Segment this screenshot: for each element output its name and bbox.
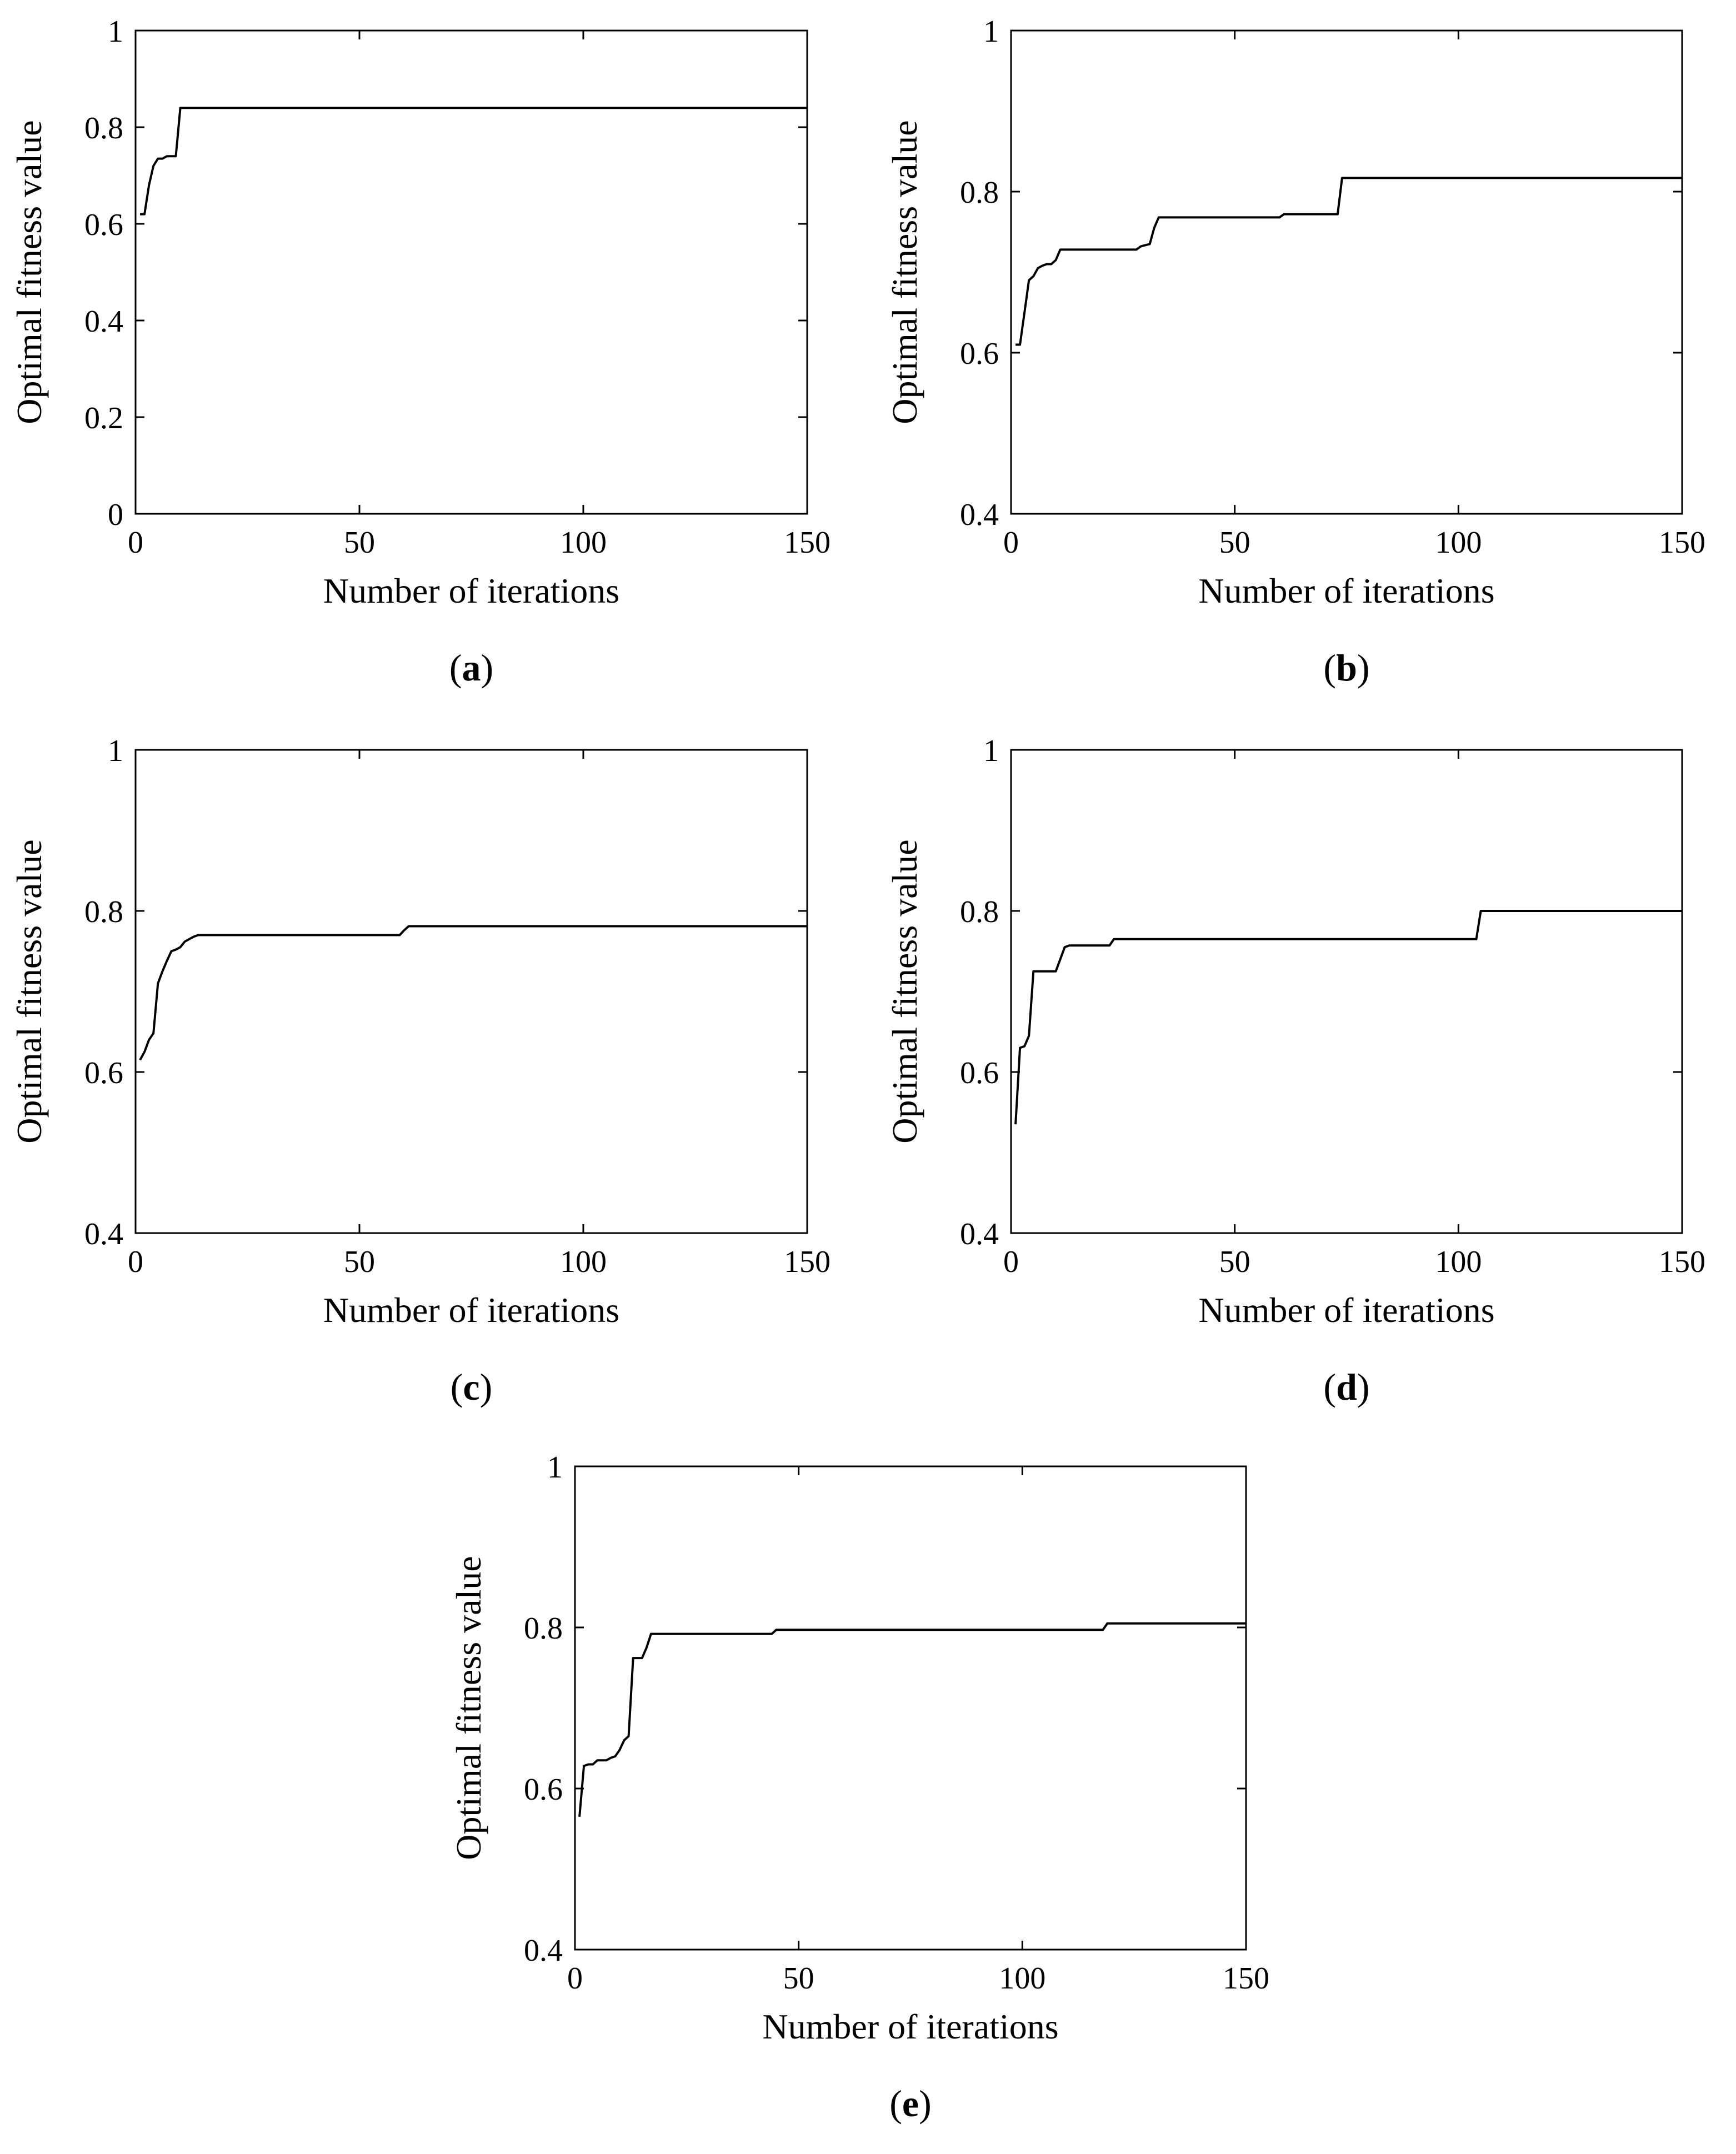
x-tick-label: 100 [560, 525, 607, 560]
chart-panel-a: 0 50 100 150 0 0.2 0.4 0.6 0.8 1 Number of iterati… [9, 14, 831, 689]
x-axis-label: Number of iterations [323, 571, 619, 610]
x-tick-label: 100 [560, 1245, 607, 1279]
panel-label: (d) [1323, 1366, 1369, 1408]
panel-label-open-paren: ( [451, 1366, 463, 1408]
plot-area-frame [134, 29, 808, 515]
plot-area-frame [574, 1465, 1247, 1951]
chart-panel-e: 0 50 100 150 0.4 0.6 0.8 1 Number of iterations O… [449, 1450, 1269, 2125]
y-tick-label: 0.4 [960, 498, 999, 532]
y-tick-label: 1 [547, 1450, 563, 1485]
y-tick-label: 0.8 [84, 111, 123, 146]
x-tick-label: 50 [1219, 525, 1250, 560]
x-tick-label: 150 [1659, 525, 1705, 560]
y-tick-label: 1 [983, 14, 999, 49]
x-axis-label: Number of iterations [762, 2007, 1058, 2046]
y-tick-label: 0.8 [84, 895, 123, 929]
panel-label-close-paren: ) [1357, 1366, 1370, 1408]
y-axis-label: Optimal fitness value [885, 839, 924, 1143]
panel-label-open-paren: ( [889, 2082, 902, 2125]
chart-panel-b: 0 50 100 150 0.4 0.6 0.8 1 Number of iterations O… [885, 14, 1705, 689]
x-tick-label: 100 [1435, 1245, 1482, 1279]
y-tick-label: 0.6 [84, 1056, 123, 1090]
panel-label-close-paren: ) [481, 647, 494, 689]
panel-label-letter: b [1336, 647, 1357, 689]
y-tick-label: 0.2 [84, 401, 123, 435]
y-tick-label: 1 [108, 734, 123, 768]
series-line-1 [1015, 177, 1682, 346]
x-axis-label: Number of iterations [1198, 1290, 1494, 1330]
plot-area-frame [1010, 29, 1683, 515]
x-tick-label: 50 [344, 525, 375, 560]
y-tick-label: 0.6 [84, 208, 123, 242]
y-axis-label: Optimal fitness value [449, 1556, 488, 1860]
x-tick-label: 50 [1219, 1245, 1250, 1279]
panel-label-close-paren: ) [480, 1366, 493, 1408]
panel-label-close-paren: ) [1357, 647, 1370, 689]
x-tick-label: 100 [999, 1961, 1045, 1996]
x-tick-label: 150 [1659, 1245, 1705, 1279]
y-tick-label: 0.8 [960, 176, 999, 210]
y-axis-label: Optimal fitness value [9, 120, 49, 424]
x-tick-label: 0 [1003, 525, 1019, 560]
y-tick-label: 0.4 [84, 304, 123, 339]
x-tick-label: 100 [1435, 525, 1482, 560]
panel-label-close-paren: ) [919, 2082, 932, 2125]
y-tick-label: 0.8 [524, 1611, 563, 1646]
x-tick-label: 0 [567, 1961, 583, 1996]
plot-area-frame [1010, 749, 1683, 1234]
x-tick-label: 150 [784, 525, 831, 560]
panel-label-letter: c [463, 1366, 479, 1408]
series-line-1 [578, 1622, 1246, 1817]
x-tick-label: 150 [784, 1245, 831, 1279]
y-tick-label: 0 [108, 498, 123, 532]
panel-label-letter: a [462, 647, 481, 689]
x-tick-label: 50 [344, 1245, 375, 1279]
panel-label-letter: e [902, 2082, 919, 2125]
series-line-1 [139, 925, 807, 1061]
y-tick-label: 0.6 [524, 1772, 563, 1807]
y-tick-label: 0.6 [960, 337, 999, 371]
y-tick-label: 0.4 [524, 1933, 563, 1968]
y-axis-label: Optimal fitness value [9, 839, 49, 1143]
y-tick-label: 1 [983, 734, 999, 768]
y-tick-label: 0.4 [960, 1217, 999, 1251]
panel-label: (c) [451, 1366, 493, 1408]
y-tick-label: 0.6 [960, 1056, 999, 1090]
x-tick-label: 0 [1003, 1245, 1019, 1279]
y-axis-label: Optimal fitness value [885, 120, 924, 424]
y-tick-label: 1 [108, 14, 123, 49]
chart-panel-d: 0 50 100 150 0.4 0.6 0.8 1 Number of iterations O… [885, 734, 1705, 1408]
chart-panel-c: 0 50 100 150 0.4 0.6 0.8 1 Number of iterations O… [9, 734, 831, 1408]
x-tick-label: 0 [128, 1245, 143, 1279]
x-axis-label: Number of iterations [323, 1290, 619, 1330]
panel-label: (e) [889, 2082, 932, 2125]
panel-label-open-paren: ( [1323, 647, 1336, 689]
panel-label-letter: d [1336, 1366, 1357, 1408]
x-axis-label: Number of iterations [1198, 571, 1494, 610]
plot-area-frame [134, 749, 808, 1234]
x-tick-label: 0 [128, 525, 143, 560]
panel-label: (a) [449, 647, 493, 689]
y-tick-label: 0.4 [84, 1217, 123, 1251]
panel-label: (b) [1323, 647, 1369, 689]
series-line-1 [140, 107, 807, 216]
panel-label-open-paren: ( [1323, 1366, 1336, 1408]
panel-label-open-paren: ( [449, 647, 462, 689]
x-tick-label: 150 [1223, 1961, 1269, 1996]
y-tick-label: 0.8 [960, 895, 999, 929]
x-tick-label: 50 [783, 1961, 814, 1996]
series-line-1 [1014, 910, 1682, 1125]
